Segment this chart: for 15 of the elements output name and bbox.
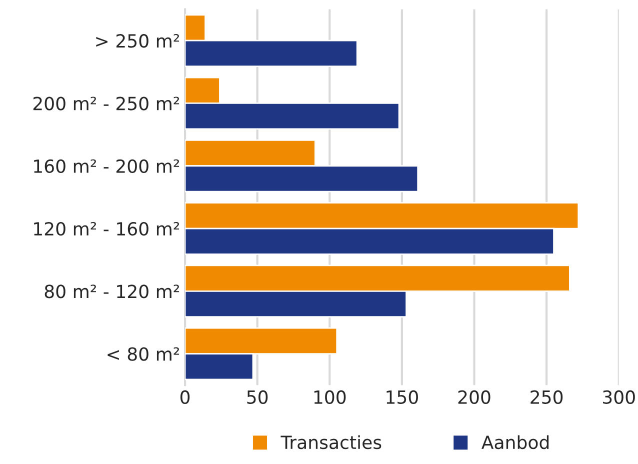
y-tick-label: 200 m² - 250 m² [33, 96, 180, 110]
x-tick-label: 250 [530, 390, 563, 404]
x-tick-label: 150 [386, 390, 418, 404]
y-tick-label: 160 m² - 200 m² [34, 159, 180, 173]
y-tick-label: 80 m² - 120 m² [44, 284, 180, 298]
legend-label: Transacties [280, 435, 382, 450]
x-tick-label: 50 [247, 390, 268, 404]
x-tick-label: 300 [603, 390, 635, 404]
y-tick-label: > 250 m² [96, 34, 180, 48]
x-tick-label: 0 [180, 390, 190, 404]
x-tick-label: 200 [458, 390, 490, 404]
y-tick-label: < 80 m² [108, 347, 180, 361]
x-tick-label: 100 [314, 390, 346, 404]
y-tick-label: 120 m² - 160 m² [34, 222, 180, 236]
legend-label: Aanbod [482, 435, 549, 450]
